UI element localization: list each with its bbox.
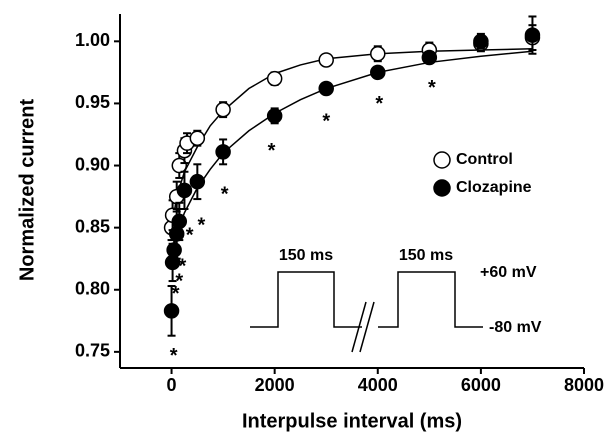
x-tick-label: 0 [167,375,177,395]
break-mark [351,301,367,353]
y-tick-label: 0.80 [75,278,110,298]
break-mark [359,301,375,353]
legend-marker [433,151,451,169]
point [370,45,386,62]
significance-marker: * [172,283,180,305]
point [176,182,193,199]
x-tick-label: 2000 [255,375,295,395]
x-axis-title: Interpulse interval (ms) [242,410,462,432]
point [168,226,185,242]
y-tick-label: 0.75 [75,341,110,361]
pulse-2 [378,271,483,328]
point [171,213,188,230]
x-tick-label: 4000 [358,375,398,395]
y-axis-title: Normalized current [16,99,38,282]
y-tick-label: 0.85 [75,216,110,236]
x-tick-label: 6000 [461,375,501,395]
point [370,64,386,81]
inset-label: +60 mV [480,264,537,281]
significance-marker: * [186,225,194,247]
point [318,80,334,97]
point [215,144,231,160]
y-tick-label: 1.00 [75,30,110,50]
point [473,33,489,50]
point [266,108,283,124]
point [189,173,206,190]
significance-marker: * [322,110,330,132]
significance-marker: * [178,256,186,278]
significance-marker: * [375,93,383,115]
inset-label: 150 ms [399,247,453,264]
legend-label: Clozapine [456,179,532,196]
point [266,70,283,87]
y-tick-label: 0.95 [75,92,110,112]
point [189,130,206,146]
significance-marker: * [175,271,183,293]
point [215,101,231,118]
point [524,27,541,43]
significance-marker: * [198,215,206,237]
point [318,52,334,68]
significance-marker: * [428,77,436,99]
y-tick-label: 0.90 [75,154,110,174]
significance-marker: * [221,184,229,206]
x-tick-label: 8000 [564,375,604,395]
pulse-1 [250,271,362,328]
point [163,303,180,319]
point [171,157,188,174]
inset-label: 150 ms [279,247,333,264]
point [421,49,438,66]
protocol-inset [250,271,483,353]
significance-marker: * [170,345,178,367]
legend-marker [433,179,451,197]
inset-label: -80 mV [489,319,542,336]
significance-marker: * [268,140,276,162]
legend-label: Control [456,151,513,168]
